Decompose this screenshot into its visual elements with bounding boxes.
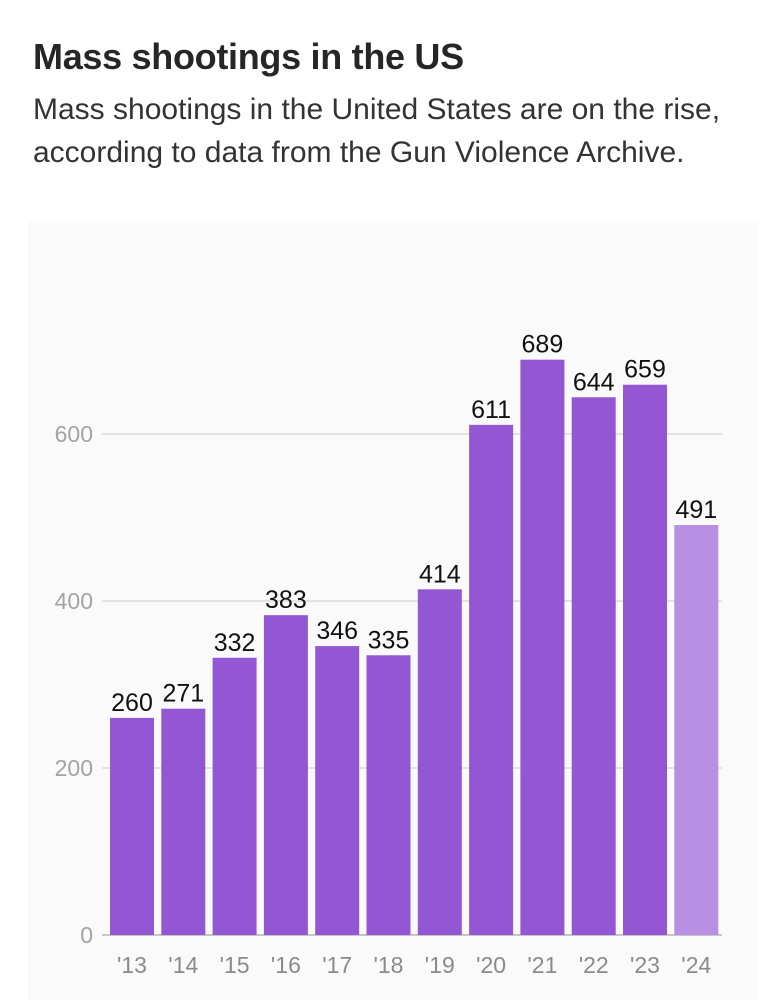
- x-tick-label: '14: [168, 952, 198, 978]
- x-axis-ticks: '13 '14 '15 '16 '17 '18 '19 '20 '21 '22 '23 '24: [117, 952, 711, 978]
- x-tick-label: '20: [476, 952, 506, 978]
- data-label: 335: [368, 626, 410, 654]
- data-label: 414: [419, 560, 461, 588]
- bar: [469, 424, 514, 935]
- bars: [110, 359, 719, 935]
- x-tick-label: '22: [579, 952, 609, 978]
- bar: [571, 397, 616, 935]
- x-tick-label: '17: [322, 952, 352, 978]
- y-tick-label: 400: [55, 588, 93, 614]
- bar: [366, 655, 411, 935]
- bar: [263, 615, 308, 935]
- x-tick-label: '19: [425, 952, 455, 978]
- y-tick-label: 600: [55, 421, 93, 447]
- data-label: 689: [522, 331, 564, 359]
- data-label: 644: [573, 368, 615, 396]
- x-tick-label: '21: [527, 952, 557, 978]
- bar: [212, 657, 257, 935]
- y-tick-label: 0: [80, 922, 93, 948]
- x-tick-label: '13: [117, 952, 147, 978]
- data-label: 271: [162, 680, 204, 708]
- x-tick-label: '15: [220, 952, 250, 978]
- data-label: 659: [624, 356, 666, 384]
- bar: [520, 359, 565, 935]
- data-label: 611: [471, 396, 511, 424]
- bar: [161, 708, 206, 935]
- x-tick-label: '23: [630, 952, 660, 978]
- data-label: 491: [675, 496, 717, 524]
- x-tick-label: '16: [271, 952, 301, 978]
- chart-subtitle: Mass shootings in the United States are …: [33, 93, 721, 169]
- bar: [674, 525, 719, 935]
- data-label: 260: [111, 689, 153, 717]
- chart-title: Mass shootings in the US: [33, 36, 464, 77]
- data-label: 346: [316, 617, 358, 645]
- bar: [110, 717, 154, 935]
- y-tick-label: 200: [55, 755, 93, 781]
- x-tick-label: '24: [681, 952, 711, 978]
- x-tick-label: '18: [374, 952, 404, 978]
- data-label: 332: [214, 629, 256, 657]
- data-labels: 260 271 332 383 346 335 414 611 689 644 659 491: [111, 331, 717, 717]
- y-axis-ticks: 0 200 400 600: [55, 421, 93, 948]
- bar: [315, 646, 360, 935]
- data-label: 383: [265, 586, 307, 614]
- bar: [417, 589, 462, 935]
- gridlines: [102, 433, 722, 936]
- bar: [623, 384, 667, 935]
